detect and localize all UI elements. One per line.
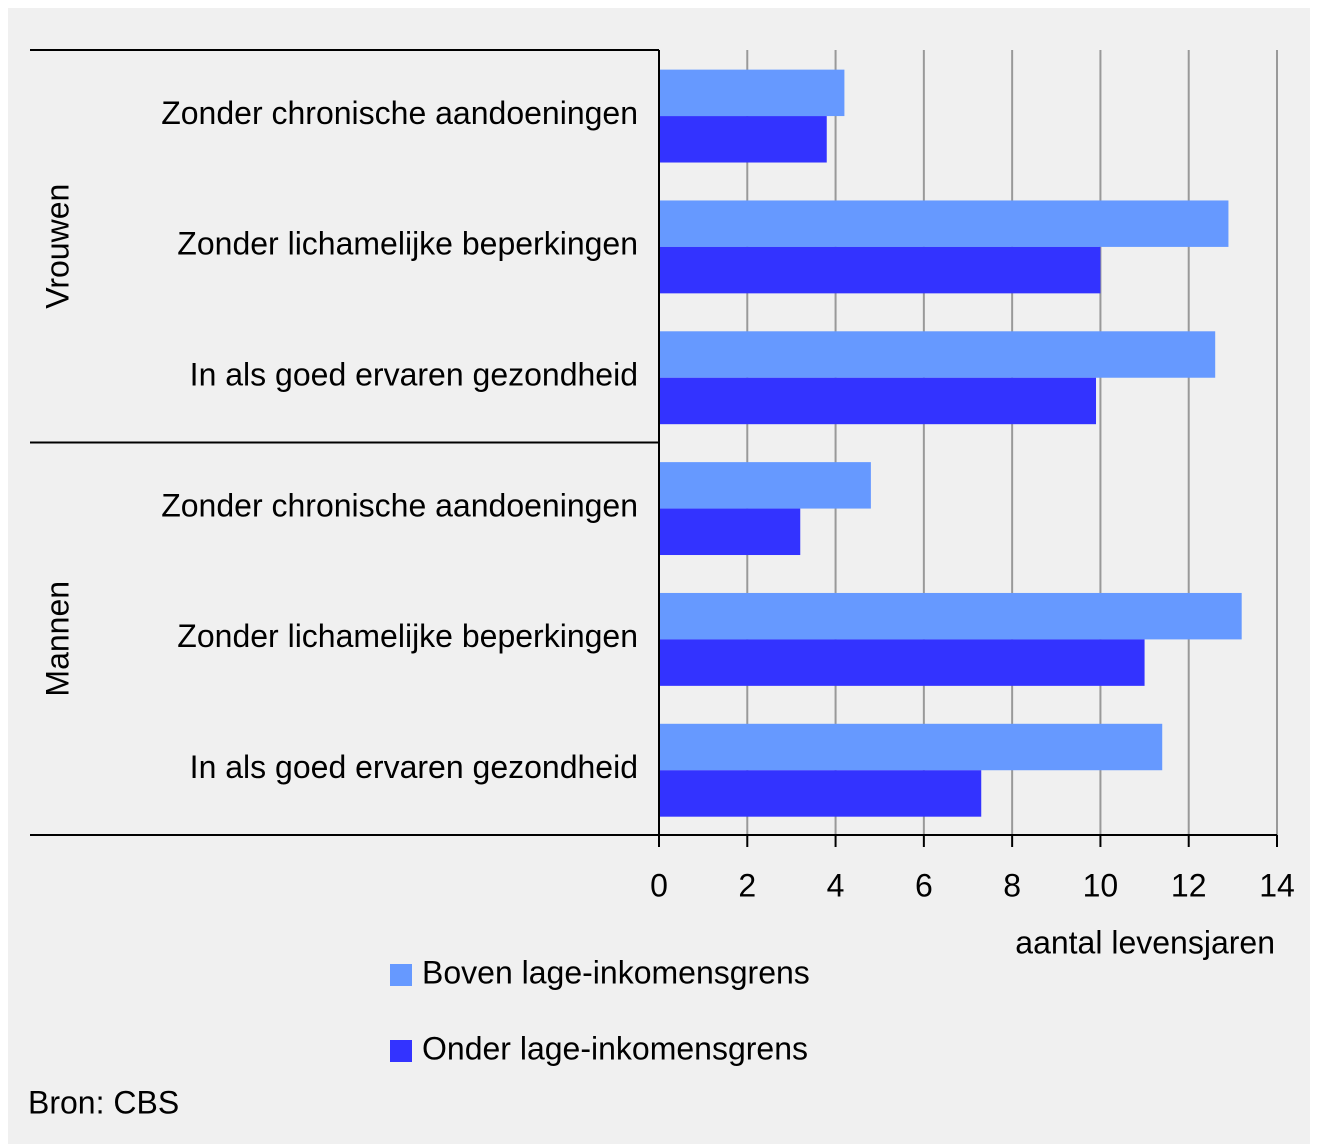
x-tick-label: 4 <box>827 867 845 903</box>
bar <box>659 246 1101 294</box>
y-tick-label: In als goed ervaren gezondheid <box>190 749 638 785</box>
bar <box>659 200 1229 247</box>
y-tick-label: Zonder chronische aandoeningen <box>161 487 638 523</box>
x-tick-label: 14 <box>1259 867 1295 903</box>
bar <box>659 639 1145 686</box>
legend-label: Onder lage-inkomensgrens <box>422 1030 808 1066</box>
x-tick-label: 0 <box>650 867 668 903</box>
x-tick-label: 12 <box>1171 867 1207 903</box>
bar <box>659 592 1242 640</box>
group-label: Mannen <box>39 581 75 697</box>
y-tick-label: Zonder lichamelijke beperkingen <box>177 618 638 654</box>
x-axis-label: aantal levensjaren <box>1015 924 1275 960</box>
y-tick-label: Zonder lichamelijke beperkingen <box>177 226 638 262</box>
bar <box>659 462 871 509</box>
bar <box>659 723 1163 771</box>
legend-swatch <box>390 1040 412 1062</box>
legend-label: Boven lage-inkomensgrens <box>422 954 810 990</box>
bar <box>659 116 827 163</box>
bar <box>659 331 1216 378</box>
x-tick-label: 8 <box>1003 867 1021 903</box>
legend-swatch <box>390 964 412 986</box>
group-label: Vrouwen <box>39 184 75 309</box>
bar <box>659 69 845 117</box>
bar <box>659 508 801 556</box>
y-tick-label: Zonder chronische aandoeningen <box>161 95 638 131</box>
bar <box>659 377 1097 425</box>
x-tick-label: 2 <box>738 867 756 903</box>
source: Bron: CBS <box>28 1084 179 1120</box>
bar <box>659 770 982 817</box>
y-tick-label: In als goed ervaren gezondheid <box>190 357 638 393</box>
x-tick-label: 10 <box>1083 867 1119 903</box>
x-tick-label: 6 <box>915 867 933 903</box>
